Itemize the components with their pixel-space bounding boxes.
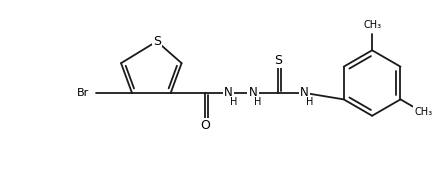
Text: N: N bbox=[300, 87, 309, 100]
Text: H: H bbox=[306, 97, 313, 107]
Text: S: S bbox=[153, 35, 161, 48]
Text: Br: Br bbox=[77, 88, 90, 98]
Text: O: O bbox=[200, 119, 210, 132]
Text: CH₃: CH₃ bbox=[363, 21, 381, 30]
Text: H: H bbox=[254, 97, 262, 107]
Text: N: N bbox=[224, 87, 233, 100]
Text: N: N bbox=[249, 87, 257, 100]
Text: CH₃: CH₃ bbox=[415, 107, 433, 117]
Text: S: S bbox=[274, 54, 282, 67]
Text: H: H bbox=[229, 97, 237, 107]
